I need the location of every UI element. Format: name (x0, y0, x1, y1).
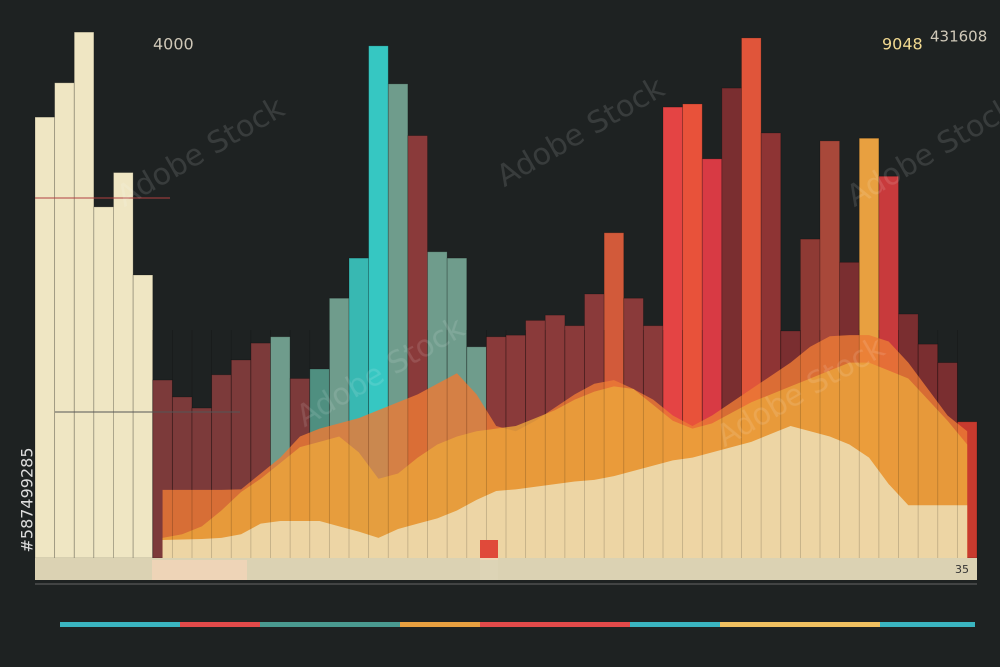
annotation: 35 (955, 563, 969, 576)
annotation: 4000 (153, 35, 194, 54)
annotation: 431608 (930, 28, 987, 46)
bar (132, 274, 154, 559)
area (162, 426, 968, 558)
bar (113, 172, 134, 559)
bar (54, 82, 75, 559)
decor (35, 197, 977, 627)
bar (34, 116, 56, 559)
bar (73, 31, 95, 559)
annotation: 9048 (882, 35, 923, 54)
bar (93, 206, 114, 559)
stock-id: #587499285 (18, 447, 37, 552)
